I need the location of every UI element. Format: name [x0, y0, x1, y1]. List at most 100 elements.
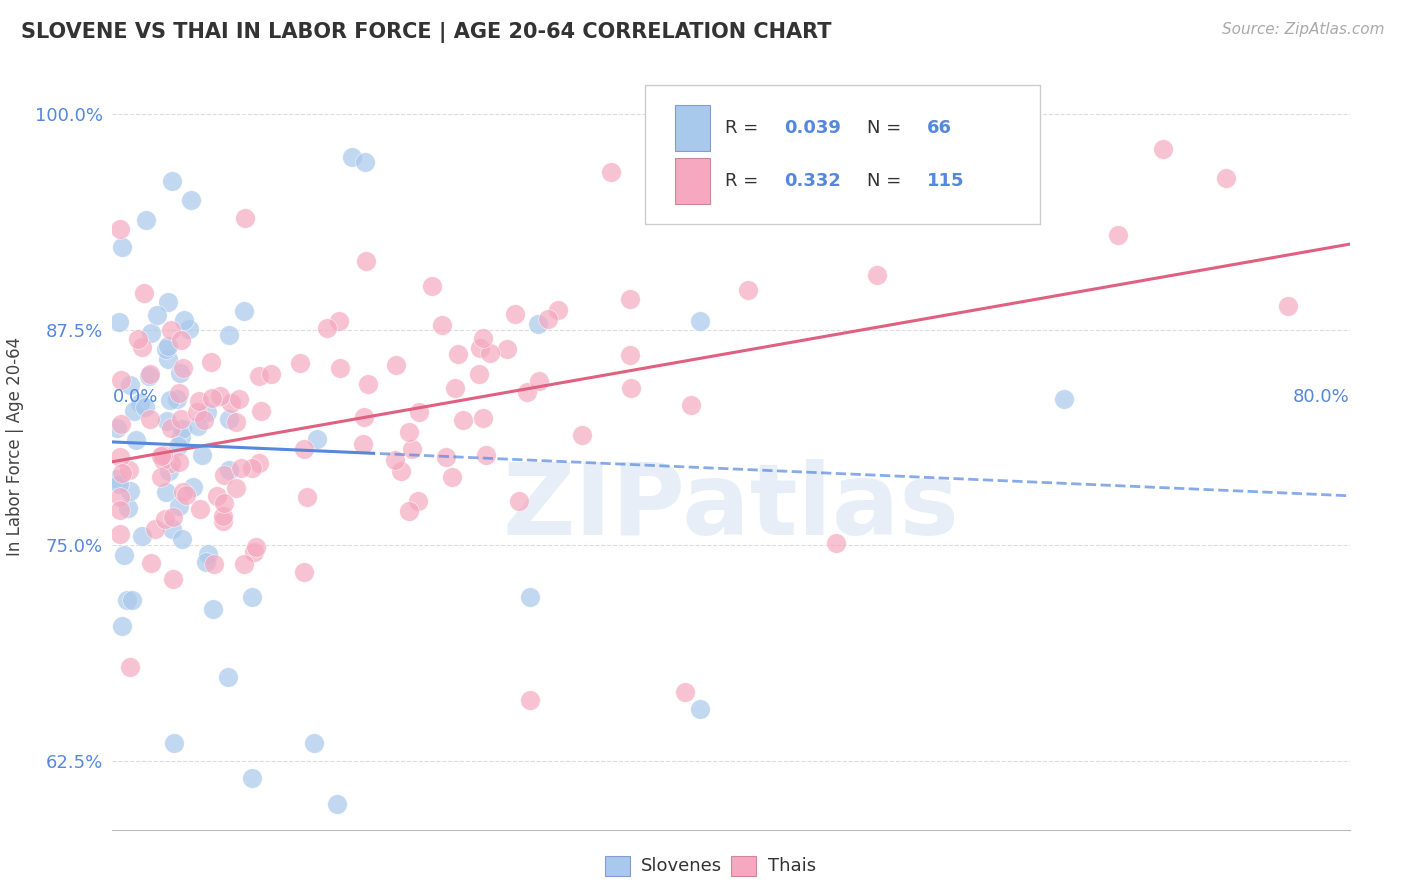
Point — [479, 346, 502, 360]
Point — [519, 590, 541, 604]
Point — [166, 392, 188, 407]
Point — [108, 315, 131, 329]
Point — [316, 321, 339, 335]
Point — [170, 333, 193, 347]
Point — [440, 470, 463, 484]
Point — [105, 421, 128, 435]
Point — [110, 417, 132, 431]
Point — [434, 450, 457, 464]
Point — [240, 771, 263, 785]
Point — [865, 268, 887, 283]
Point — [159, 392, 181, 407]
Point — [156, 339, 179, 353]
Point — [526, 318, 548, 332]
Point — [134, 401, 156, 415]
Point — [225, 416, 247, 430]
Point — [519, 693, 541, 707]
Point — [187, 394, 209, 409]
Point — [170, 532, 193, 546]
Point — [110, 526, 132, 541]
Point — [681, 398, 703, 412]
Point — [240, 590, 263, 604]
Point — [385, 358, 408, 372]
Point — [219, 396, 242, 410]
Point — [193, 413, 215, 427]
Point — [232, 557, 254, 571]
Point — [173, 313, 195, 327]
Point — [167, 385, 190, 400]
Point — [401, 442, 423, 456]
Point — [571, 427, 593, 442]
Point — [195, 405, 218, 419]
Point — [188, 501, 211, 516]
Point — [233, 304, 256, 318]
Point — [233, 211, 256, 226]
Point — [247, 456, 270, 470]
Text: Thais: Thais — [768, 857, 815, 875]
Point — [508, 494, 530, 508]
Point — [212, 467, 235, 482]
Point — [181, 481, 204, 495]
Point — [138, 368, 160, 383]
Point — [121, 593, 143, 607]
Point — [352, 437, 374, 451]
Point — [471, 331, 494, 345]
Point — [118, 463, 141, 477]
Point — [180, 193, 202, 207]
Point — [1107, 227, 1129, 242]
Point — [134, 286, 156, 301]
Text: SLOVENE VS THAI IN LABOR FORCE | AGE 20-64 CORRELATION CHART: SLOVENE VS THAI IN LABOR FORCE | AGE 20-… — [21, 22, 831, 44]
Point — [228, 392, 250, 406]
Point — [240, 461, 263, 475]
Point — [292, 565, 315, 579]
Text: 0.332: 0.332 — [785, 172, 841, 190]
Point — [468, 341, 491, 355]
Text: 0.0%: 0.0% — [112, 389, 157, 407]
Point — [115, 593, 138, 607]
Point — [297, 490, 319, 504]
Text: Source: ZipAtlas.com: Source: ZipAtlas.com — [1222, 22, 1385, 37]
Point — [472, 411, 495, 425]
Point — [689, 314, 711, 328]
Text: 0.039: 0.039 — [785, 119, 841, 136]
Point — [157, 464, 180, 478]
Point — [118, 483, 141, 498]
Point — [1215, 170, 1237, 185]
Point — [547, 302, 569, 317]
Point — [202, 602, 225, 616]
Point — [105, 471, 128, 485]
Bar — [675, 104, 710, 151]
Point — [737, 283, 759, 297]
Point — [156, 294, 179, 309]
Text: Slovenes: Slovenes — [641, 857, 723, 875]
Point — [153, 511, 176, 525]
Point — [120, 377, 142, 392]
Point — [357, 377, 380, 392]
Point — [172, 484, 194, 499]
Text: 80.0%: 80.0% — [1294, 389, 1350, 407]
Point — [186, 405, 208, 419]
Point — [108, 476, 131, 491]
Point — [260, 367, 283, 381]
Text: R =: R = — [725, 172, 763, 190]
Point — [127, 332, 149, 346]
Text: ZIPatlas: ZIPatlas — [503, 458, 959, 556]
Point — [111, 466, 134, 480]
Text: N =: N = — [868, 172, 907, 190]
Point — [160, 522, 183, 536]
Point — [177, 322, 200, 336]
Point — [131, 529, 153, 543]
Point — [516, 384, 538, 399]
Y-axis label: In Labor Force | Age 20-64: In Labor Force | Age 20-64 — [6, 336, 24, 556]
Point — [420, 279, 443, 293]
Text: 115: 115 — [927, 172, 965, 190]
Point — [307, 432, 329, 446]
Point — [187, 419, 209, 434]
Point — [111, 619, 134, 633]
Text: N =: N = — [868, 119, 907, 136]
Point — [122, 404, 145, 418]
Point — [139, 368, 162, 382]
Point — [619, 348, 641, 362]
Point — [288, 356, 311, 370]
Point — [1052, 392, 1074, 406]
